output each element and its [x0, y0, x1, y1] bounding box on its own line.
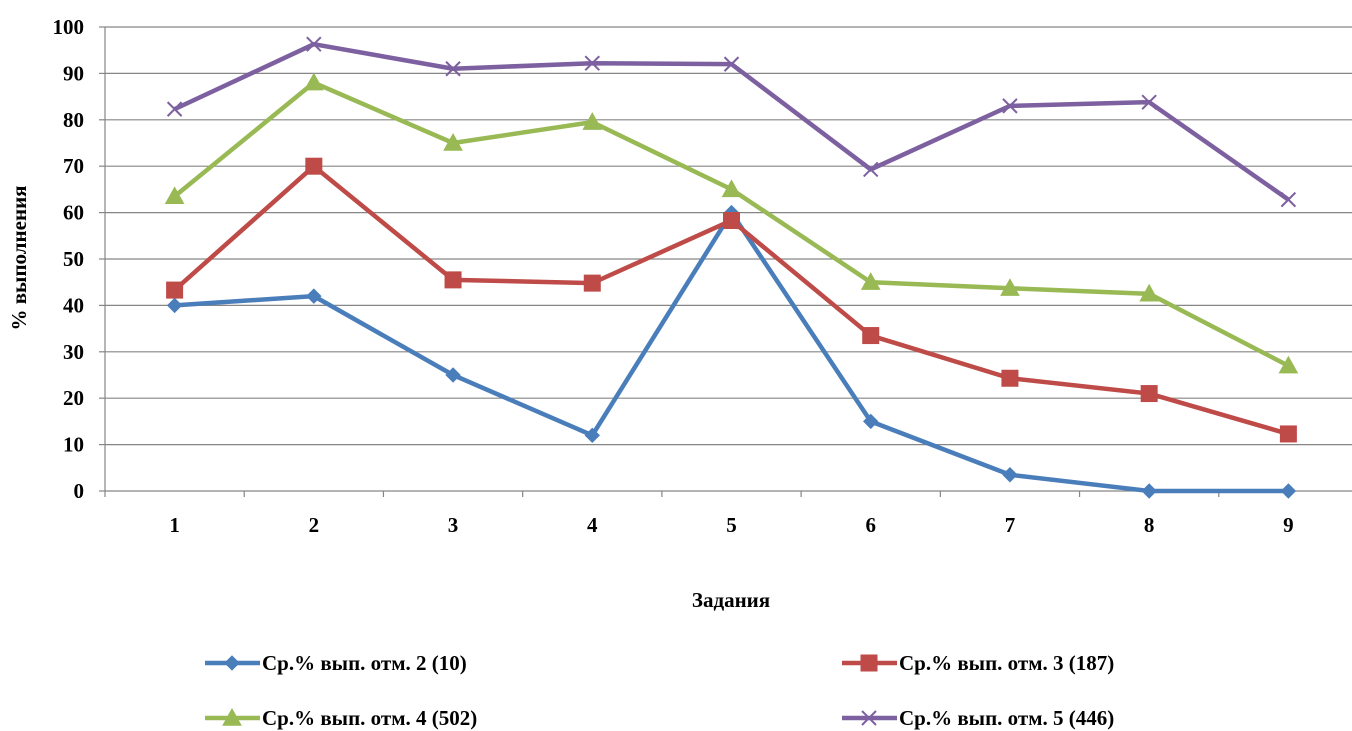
data-point-marker	[1140, 385, 1158, 403]
x-tick-label: 2	[309, 513, 320, 537]
y-tick-label: 60	[63, 201, 84, 225]
x-tick-label: 1	[169, 513, 180, 537]
legend: Ср.% вып. отм. 2 (10) Ср.% вып. отм. 3 (1…	[205, 651, 1114, 730]
gridlines	[105, 26, 1352, 446]
y-tick-label: 10	[63, 433, 84, 457]
series-group	[164, 36, 1299, 499]
data-point-marker	[863, 161, 879, 178]
data-point-marker	[166, 297, 183, 314]
x-tick-labels: 1 2 3 4 5 6 7 8 9	[169, 513, 1293, 537]
data-point-marker	[443, 132, 463, 151]
y-tick-label: 50	[63, 247, 84, 271]
data-point-marker	[166, 281, 184, 299]
data-point-marker	[584, 55, 600, 71]
series-4	[166, 36, 1297, 208]
y-tick-label: 40	[63, 293, 84, 317]
y-tick-label: 90	[63, 61, 84, 85]
legend-label: Ср.% вып. отм. 5 (446)	[899, 706, 1114, 730]
data-point-marker	[583, 274, 601, 292]
data-point-marker	[723, 211, 740, 229]
legend-label: Ср.% вып. отм. 2 (10)	[262, 651, 467, 675]
x-tick-label: 5	[726, 513, 737, 537]
y-tick-label: 30	[63, 340, 84, 364]
data-point-marker	[584, 427, 600, 444]
data-point-marker	[862, 327, 880, 345]
data-point-marker	[1141, 94, 1157, 110]
data-point-marker	[1141, 483, 1157, 499]
x-tick-label: 3	[448, 513, 459, 537]
data-point-marker	[1280, 483, 1297, 499]
data-point-marker	[445, 61, 461, 77]
legend-item: Ср.% вып. отм. 3 (187)	[842, 651, 1114, 675]
data-point-marker	[303, 72, 324, 91]
x-tick-label: 6	[865, 513, 876, 537]
data-point-marker	[306, 288, 322, 304]
y-tick-label: 80	[63, 108, 84, 132]
legend-item: Ср.% вып. отм. 2 (10)	[205, 651, 467, 675]
data-point-marker	[1139, 283, 1160, 302]
series-line	[173, 41, 1290, 202]
data-point-marker	[863, 413, 879, 430]
y-tick-label: 20	[63, 386, 84, 410]
x-axis-title: Задания	[692, 588, 770, 612]
data-point-marker	[721, 179, 742, 198]
legend-item: Ср.% вып. отм. 5 (446)	[842, 706, 1114, 730]
legend-item: Ср.% вып. отм. 4 (502)	[205, 706, 477, 730]
axes	[99, 26, 1352, 497]
legend-marker	[861, 710, 877, 726]
data-point-marker	[1001, 369, 1019, 387]
series-2	[166, 157, 1297, 443]
data-point-marker	[305, 157, 323, 175]
legend-label: Ср.% вып. отм. 3 (187)	[899, 651, 1114, 675]
legend-marker	[222, 707, 242, 726]
legend-label: Ср.% вып. отм. 4 (502)	[262, 706, 477, 730]
y-tick-labels: 0 10 20 30 40 50 60 70 80 90 100	[53, 15, 85, 503]
data-point-marker	[1000, 278, 1020, 296]
data-point-marker	[166, 101, 183, 117]
data-point-marker	[1002, 467, 1018, 483]
y-tick-label: 0	[74, 479, 85, 503]
data-point-marker	[723, 56, 740, 72]
legend-marker	[224, 655, 240, 671]
data-point-marker	[582, 112, 603, 130]
x-tick-label: 9	[1283, 513, 1294, 537]
x-tick-label: 7	[1005, 513, 1016, 537]
x-tick-label: 8	[1144, 513, 1155, 537]
data-point-marker	[306, 36, 322, 52]
data-point-marker	[1279, 425, 1297, 443]
x-tick-label: 4	[587, 513, 598, 537]
data-point-marker	[1280, 191, 1297, 208]
legend-marker	[860, 654, 878, 672]
y-tick-label: 70	[63, 154, 84, 178]
data-point-marker	[860, 272, 881, 290]
data-point-marker	[445, 367, 461, 383]
data-point-marker	[164, 186, 185, 205]
y-axis-title: % выполнения	[7, 185, 31, 330]
series-3	[164, 72, 1299, 374]
data-point-marker	[1278, 355, 1299, 374]
data-point-marker	[444, 271, 462, 289]
y-tick-label: 100	[53, 15, 85, 39]
data-point-marker	[1002, 98, 1018, 114]
